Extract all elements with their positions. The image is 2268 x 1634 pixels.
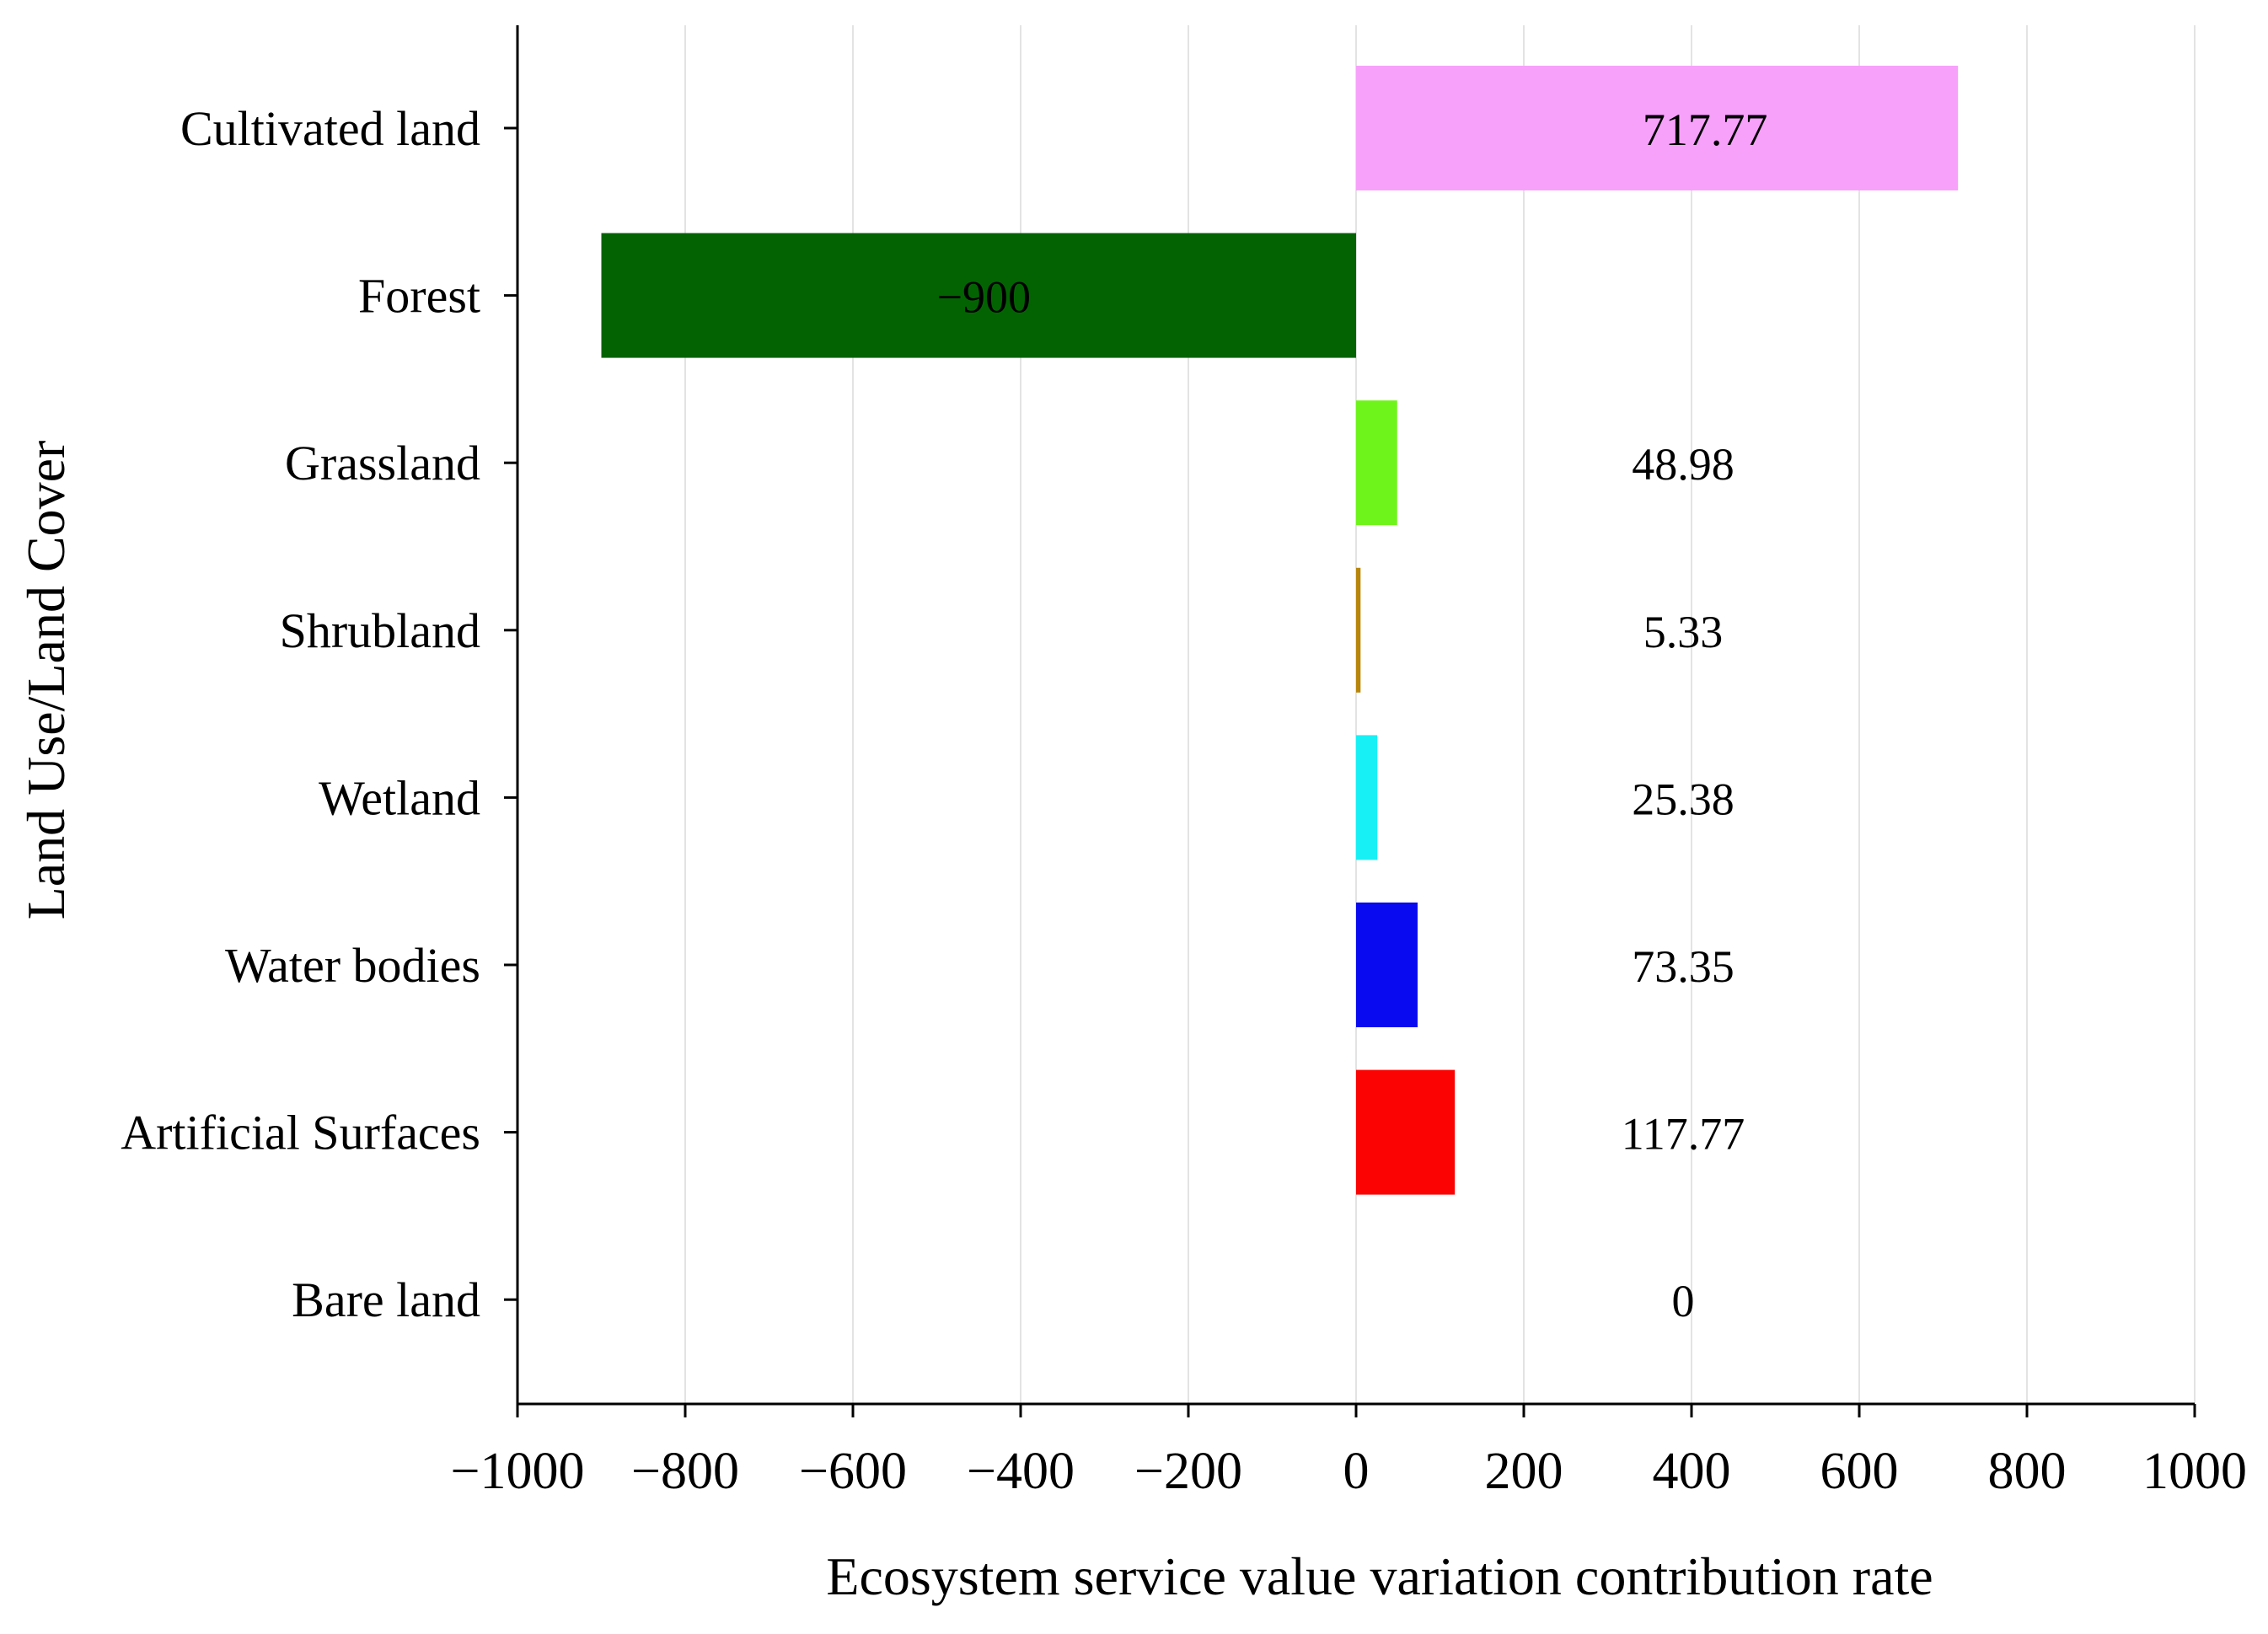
category-label: Water bodies [225,938,480,993]
category-label: Artificial Surfaces [121,1106,480,1160]
value-label: 117.77 [1622,1109,1745,1160]
axis-layer [504,25,2196,1417]
value-label: 73.35 [1632,941,1735,992]
x-tick-label: −200 [1134,1443,1242,1500]
bar [1356,66,1959,190]
x-axis-title: Ecosystem service value variation contri… [826,1546,1933,1606]
x-tick-label: 0 [1343,1443,1370,1500]
value-label: −900 [937,272,1031,323]
value-label: 717.77 [1643,104,1768,155]
x-tick-label: 1000 [2142,1443,2247,1500]
grid-layer [684,25,2196,1404]
bar [1356,903,1418,1027]
category-label: Cultivated land [180,101,480,156]
bar [1356,735,1378,860]
category-label: Grassland [285,436,480,490]
x-tick-label: 400 [1653,1443,1731,1500]
category-label: Bare land [292,1272,480,1327]
bar [601,233,1356,358]
x-tick-label: −1000 [451,1443,585,1500]
x-tick-label: 200 [1485,1443,1563,1500]
bar [1356,400,1397,526]
x-tick-label: 600 [1820,1443,1899,1500]
bar-layer [601,66,1959,1195]
x-tick-label: −800 [631,1443,739,1500]
bar [1356,1069,1456,1195]
category-label: Wetland [319,770,480,825]
category-label: Shrubland [280,603,480,658]
category-label: Forest [358,269,480,324]
value-label: 0 [1672,1276,1695,1326]
value-label: 25.38 [1632,774,1735,824]
value-label: 48.98 [1632,439,1735,490]
label-layer: Cultivated land 717.77 Forest −900 Grassland… [121,101,2247,1500]
value-label: 5.33 [1643,607,1724,657]
x-tick-label: −400 [967,1443,1075,1500]
x-tick-label: 800 [1988,1443,2067,1500]
bar [1356,567,1361,693]
y-axis-title: Land Use/Land Cover [16,441,76,920]
x-tick-label: −600 [799,1443,907,1500]
